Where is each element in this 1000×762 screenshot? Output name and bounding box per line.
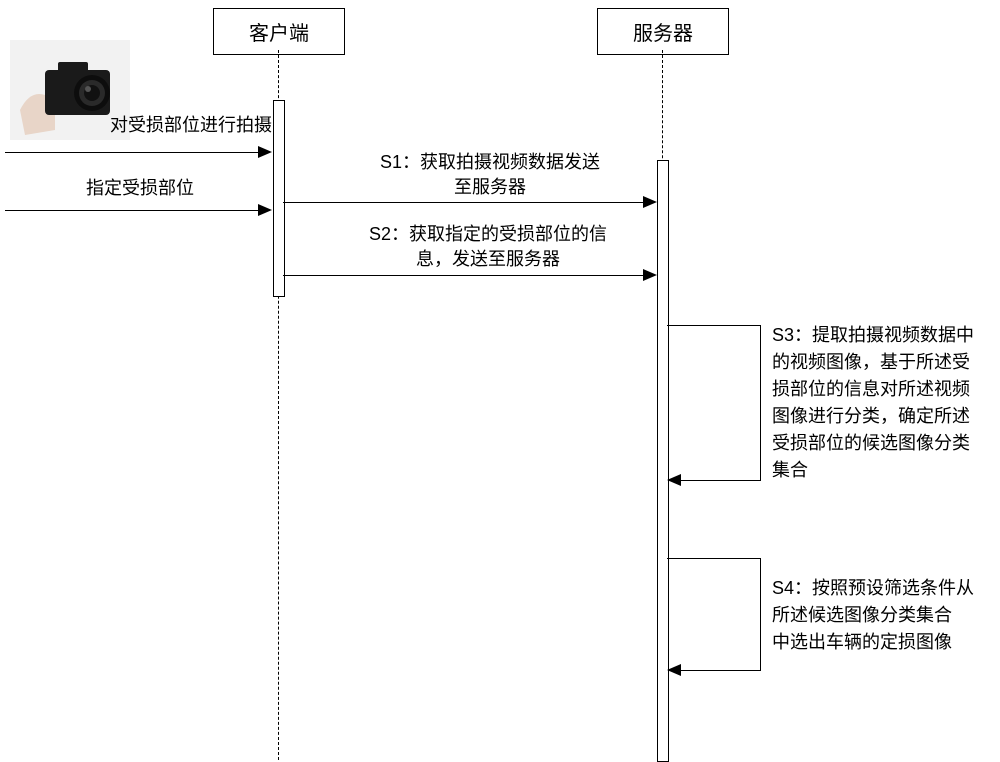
msg-s1-label: S1：获取拍摄视频数据发送至服务器 — [330, 150, 650, 200]
s4-bottom — [681, 670, 761, 671]
msg-s2-label: S2：获取指定的受损部位的信息，发送至服务器 — [318, 222, 658, 272]
s4-head — [667, 664, 681, 676]
s4-label: S4：按照预设筛选条件从所述候选图像分类集合中选出车辆的定损图像 — [772, 575, 992, 656]
msg-s2-text: S2：获取指定的受损部位的信息，发送至服务器 — [369, 224, 607, 269]
msg-s2-head — [643, 269, 657, 281]
camera-arrow-2-head — [258, 204, 272, 216]
s3-head — [667, 474, 681, 486]
msg-s1-text: S1：获取拍摄视频数据发送至服务器 — [380, 152, 600, 197]
s4-text: S4：按照预设筛选条件从所述候选图像分类集合中选出车辆的定损图像 — [772, 578, 974, 652]
camera-arrow-1 — [5, 152, 263, 153]
s4-top — [667, 558, 760, 559]
server-lifeline-box: 服务器 — [597, 8, 729, 55]
msg-s1-head — [643, 196, 657, 208]
s3-text: S3：提取拍摄视频数据中的视频图像，基于所述受损部位的信息对所述视频图像进行分类… — [772, 325, 974, 480]
camera-arrow-1-head — [258, 146, 272, 158]
camera-arrow-2 — [5, 210, 263, 211]
msg-s1-line — [283, 202, 645, 203]
s3-right — [760, 325, 761, 480]
s3-bottom — [681, 480, 761, 481]
s3-label: S3：提取拍摄视频数据中的视频图像，基于所述受损部位的信息对所述视频图像进行分类… — [772, 322, 992, 484]
msg-s2-line — [283, 275, 645, 276]
client-lifeline-box: 客户端 — [213, 8, 345, 55]
client-activation — [273, 100, 285, 297]
camera-caption-bottom: 指定受损部位 — [60, 176, 220, 201]
client-label: 客户端 — [249, 23, 309, 45]
server-label: 服务器 — [633, 23, 693, 45]
s4-right — [760, 558, 761, 670]
s3-top — [667, 325, 760, 326]
